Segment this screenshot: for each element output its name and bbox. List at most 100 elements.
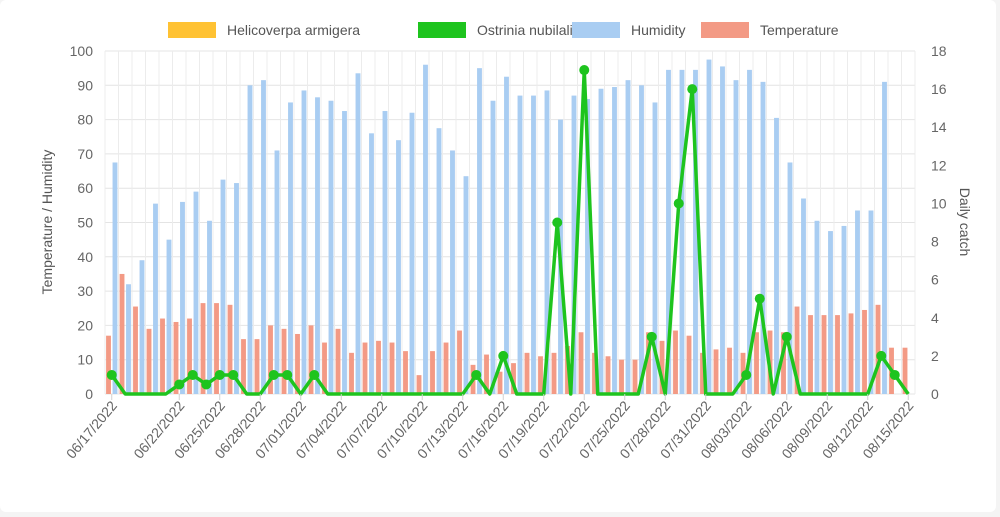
humidity-bar [450,150,455,394]
humidity-bar [220,179,226,394]
temperature-bar [349,352,354,394]
series-line [110,68,910,396]
temperature-bar [686,335,692,394]
temperature-bar [430,351,435,394]
humidity-bar [436,128,442,395]
bar-marks [106,59,908,395]
humidity-bar [747,69,752,395]
y-right-tick-label: 4 [931,310,939,326]
temperature-bar [794,306,800,394]
humidity-bar [355,73,361,395]
temperature-bar [848,313,854,394]
series-point [673,198,684,209]
y-left-tick-label: 80 [77,112,93,128]
temperature-bar [119,273,125,394]
humidity-bar [261,80,266,394]
temperature-bar [605,356,611,394]
humidity-bar [639,85,644,395]
humidity-bar [774,117,779,394]
humidity-bar [274,150,280,394]
series-point [741,369,752,380]
legend-swatch [168,22,216,38]
humidity-bar [733,80,739,394]
temperature-bar [619,359,624,394]
temperature-bar [295,333,300,394]
humidity-bar [301,90,307,394]
humidity-bar [720,66,725,394]
temperature-bar [578,332,584,394]
legend-swatch [418,22,466,38]
series-point [471,369,482,380]
temperature-bar [821,315,827,394]
temperature-bar [700,352,705,394]
temperature-bar [376,340,381,394]
series-point [106,369,117,380]
temperature-bar [754,332,759,394]
y-right-tick-label: 2 [931,348,939,364]
temperature-bar [106,335,111,394]
humidity-bar [490,100,496,395]
temperature-bar [713,349,719,394]
humidity-bar [625,80,631,394]
temperature-bar [389,342,395,394]
humidity-bar [207,220,212,394]
temperature-bar [160,318,165,394]
temperature-bar [281,328,287,394]
series-point [552,217,563,228]
series-point [781,331,792,342]
y-left-tick-label: 70 [77,146,93,162]
temperature-bar [646,332,651,394]
humidity-bar [396,140,401,394]
temperature-bar [200,303,206,394]
humidity-bar [112,162,118,394]
humidity-bar [315,97,320,395]
temperature-bar [538,356,543,394]
temperature-bar [592,352,597,394]
y-left-tick-label: 50 [77,215,93,231]
y-left-tick-label: 100 [70,43,94,59]
humidity-bar [139,260,145,394]
series-point [754,293,765,304]
y-right-tick-label: 6 [931,272,939,288]
temperature-bar [632,359,638,394]
y-axis-left-title: Temperature / Humidity [39,150,55,295]
humidity-bar [531,95,536,394]
y-right-tick-label: 12 [931,157,947,173]
humidity-bar [571,95,577,394]
humidity-bar [166,239,172,394]
series-point [214,369,225,380]
temperature-bar [241,339,246,394]
y-axis-right-title: Daily catch [957,188,973,256]
series-point [876,350,887,361]
temperature-bar [187,318,192,394]
humidity-bar [706,59,712,394]
y-left-tick-label: 30 [77,283,93,299]
humidity-bar [409,112,415,395]
legend: Helicoverpa armigera Ostrinia nubilalis Hu… [168,22,839,38]
humidity-bar [612,87,617,394]
temperature-bar [416,375,422,394]
legend-swatch [701,22,749,38]
temperature-bar [457,330,462,394]
temperature-bar [403,351,408,394]
humidity-bar [652,102,658,394]
series-point [889,369,900,380]
temperature-bar [511,363,516,394]
series-point [309,369,320,380]
humidity-bar [328,100,334,395]
temperature-bar [835,315,840,394]
humidity-bar [517,95,523,394]
humidity-bar [193,191,199,394]
y-left-tick-label: 60 [77,180,93,196]
humidity-bar [288,102,293,394]
temperature-bar [781,332,786,394]
temperature-bar [146,328,152,394]
humidity-bar [841,225,847,394]
temperature-bar [254,339,260,394]
grid-lines [104,50,916,395]
humidity-bar [180,201,185,394]
temperature-bar [268,325,273,394]
y-right-tick-label: 16 [931,81,947,97]
series-point [268,369,279,380]
